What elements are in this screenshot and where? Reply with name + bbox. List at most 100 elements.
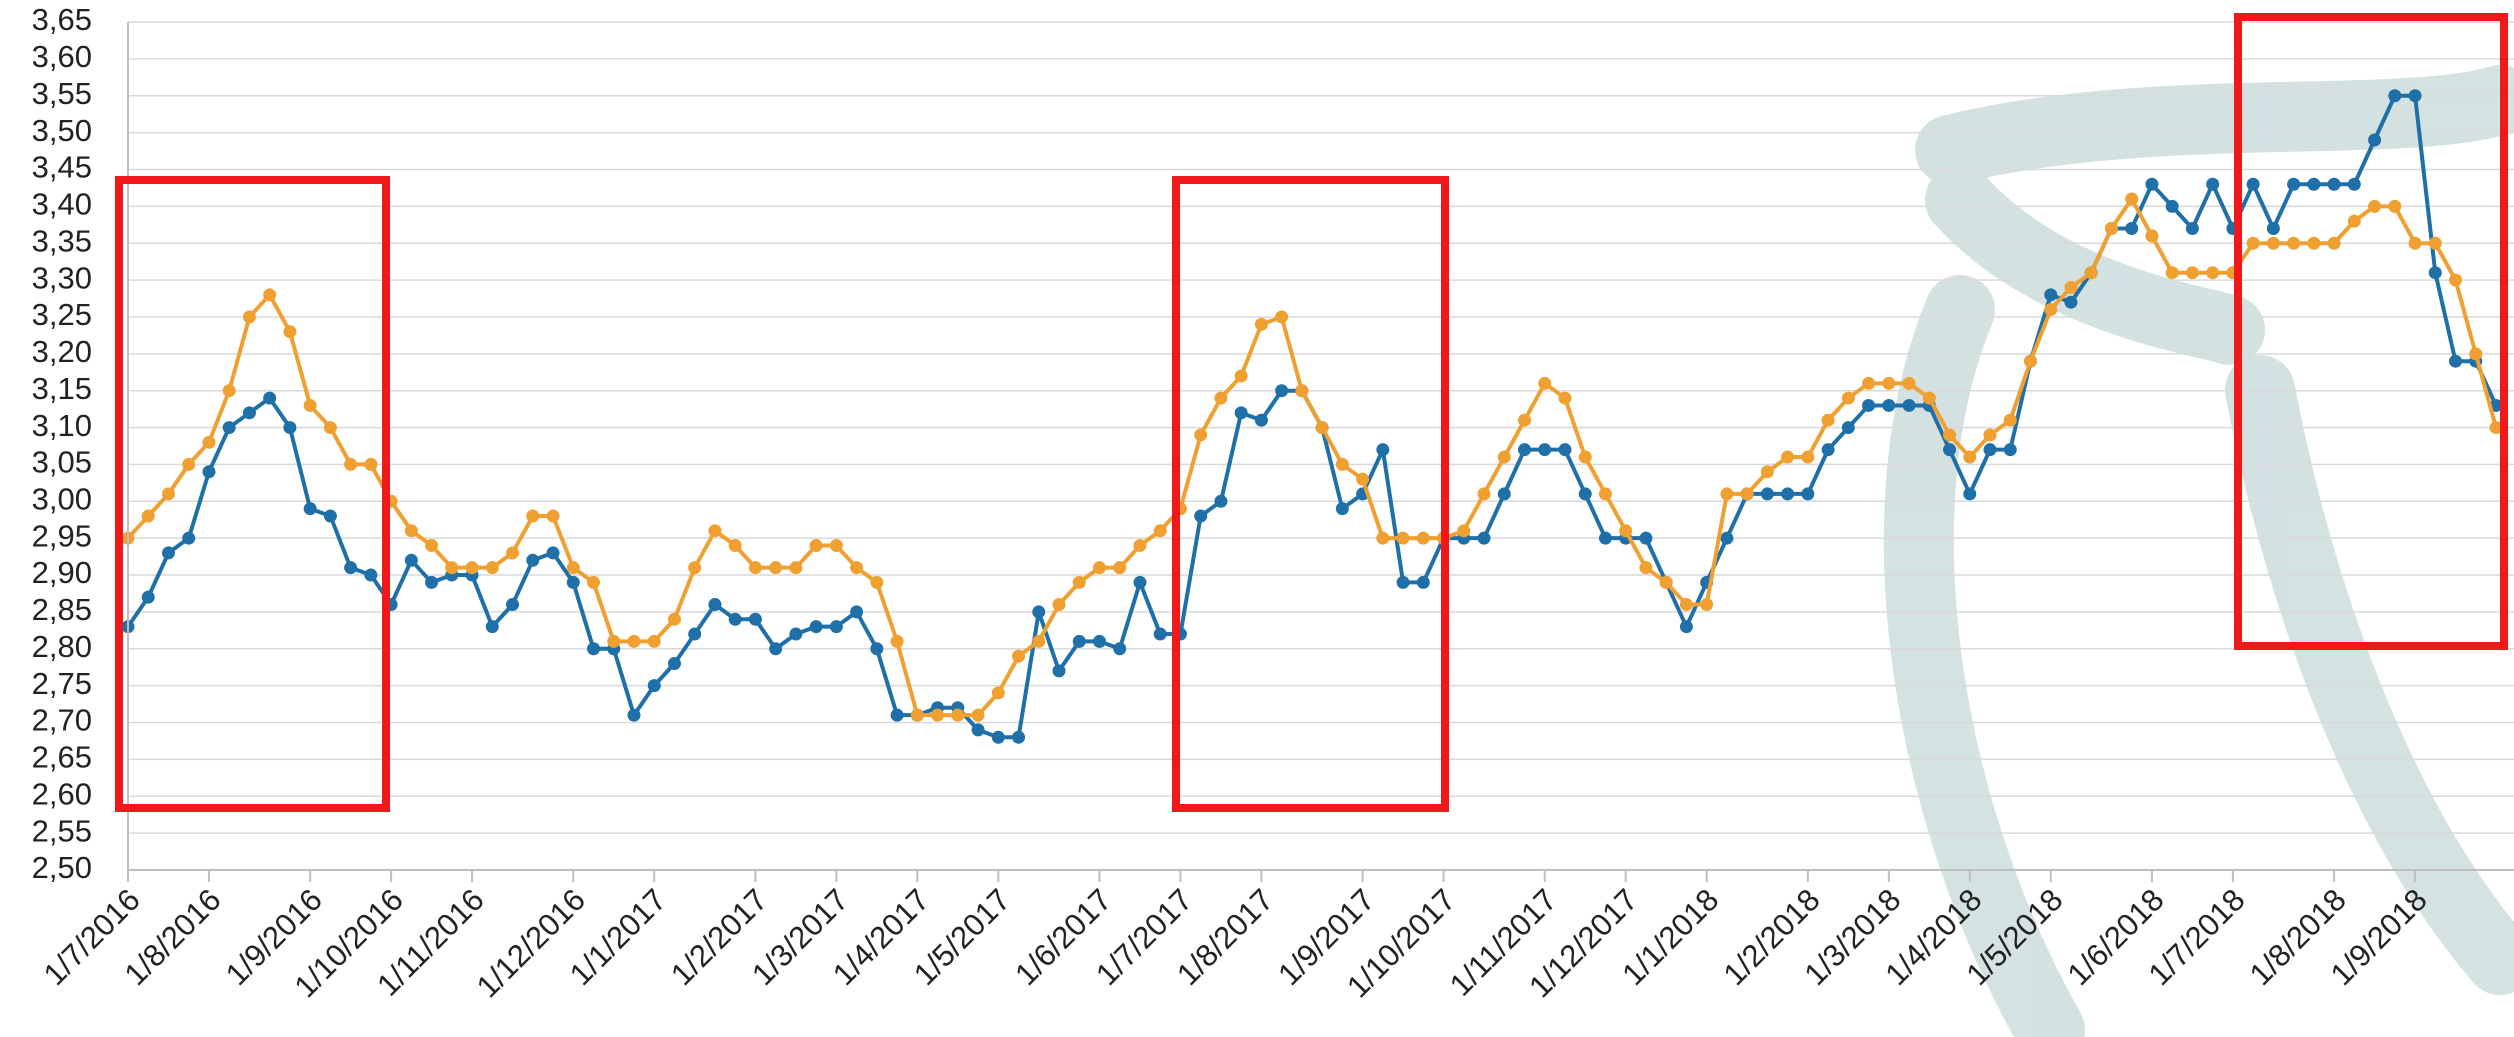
- point: [1963, 487, 1976, 500]
- point: [1660, 576, 1673, 589]
- point: [1376, 532, 1389, 545]
- point: [364, 569, 377, 582]
- point: [2186, 222, 2199, 235]
- y-tick-label: 2,55: [32, 813, 92, 848]
- point: [547, 546, 560, 559]
- point: [1397, 576, 1410, 589]
- point: [2348, 178, 2361, 191]
- point: [850, 561, 863, 574]
- y-tick-label: 2,60: [32, 776, 92, 811]
- series-line: [128, 96, 2496, 738]
- point: [2145, 178, 2158, 191]
- point: [1417, 576, 1430, 589]
- point: [1579, 487, 1592, 500]
- point: [2064, 296, 2077, 309]
- point: [1680, 598, 1693, 611]
- point: [2287, 237, 2300, 250]
- point: [2166, 200, 2179, 213]
- highlight-box: [119, 180, 386, 808]
- point: [708, 524, 721, 537]
- point: [1720, 532, 1733, 545]
- point: [1518, 443, 1531, 456]
- point: [2206, 178, 2219, 191]
- point: [324, 421, 337, 434]
- point: [1558, 443, 1571, 456]
- point: [1842, 392, 1855, 405]
- point: [1599, 487, 1612, 500]
- point: [1053, 598, 1066, 611]
- point: [1478, 532, 1491, 545]
- y-tick-label: 3,15: [32, 371, 92, 406]
- point: [1457, 524, 1470, 537]
- point: [304, 502, 317, 515]
- point: [547, 510, 560, 523]
- point: [1862, 377, 1875, 390]
- point: [2044, 288, 2057, 301]
- point: [1032, 635, 1045, 648]
- point: [1943, 443, 1956, 456]
- point: [2044, 303, 2057, 316]
- y-tick-label: 2,65: [32, 740, 92, 775]
- point: [2247, 178, 2260, 191]
- point: [2348, 215, 2361, 228]
- point: [1862, 399, 1875, 412]
- point: [1133, 539, 1146, 552]
- point: [2206, 266, 2219, 279]
- point: [1275, 384, 1288, 397]
- point: [425, 539, 438, 552]
- point: [526, 510, 539, 523]
- point: [2064, 281, 2077, 294]
- point: [992, 687, 1005, 700]
- point: [2388, 89, 2401, 102]
- point: [1336, 458, 1349, 471]
- point: [891, 709, 904, 722]
- point: [648, 635, 661, 648]
- y-tick-label: 3,45: [32, 150, 92, 185]
- point: [1478, 487, 1491, 500]
- point: [142, 591, 155, 604]
- point: [2267, 237, 2280, 250]
- point: [1558, 392, 1571, 405]
- point: [1073, 635, 1086, 648]
- point: [2287, 178, 2300, 191]
- point: [1498, 487, 1511, 500]
- point: [223, 384, 236, 397]
- point: [992, 731, 1005, 744]
- y-tick-label: 2,80: [32, 629, 92, 664]
- point: [830, 620, 843, 633]
- point: [2085, 266, 2098, 279]
- point: [567, 561, 580, 574]
- point: [1113, 642, 1126, 655]
- point: [2328, 178, 2341, 191]
- point: [972, 709, 985, 722]
- y-tick-label: 3,30: [32, 260, 92, 295]
- point: [567, 576, 580, 589]
- point: [2307, 237, 2320, 250]
- point: [405, 524, 418, 537]
- point: [1943, 428, 1956, 441]
- point: [1053, 664, 1066, 677]
- point: [1235, 369, 1248, 382]
- point: [1680, 620, 1693, 633]
- point: [1741, 487, 1754, 500]
- point: [2328, 237, 2341, 250]
- point: [526, 554, 539, 567]
- point: [972, 723, 985, 736]
- point: [1194, 428, 1207, 441]
- point: [2247, 237, 2260, 250]
- point: [182, 458, 195, 471]
- point: [2429, 237, 2442, 250]
- point: [1984, 428, 1997, 441]
- point: [243, 406, 256, 419]
- point: [627, 709, 640, 722]
- y-tick-label: 2,50: [32, 850, 92, 885]
- point: [1822, 443, 1835, 456]
- point: [162, 487, 175, 500]
- point: [162, 546, 175, 559]
- point: [1781, 487, 1794, 500]
- y-tick-label: 2,75: [32, 666, 92, 701]
- point: [486, 561, 499, 574]
- y-tick-label: 3,20: [32, 334, 92, 369]
- point: [2409, 237, 2422, 250]
- point: [466, 561, 479, 574]
